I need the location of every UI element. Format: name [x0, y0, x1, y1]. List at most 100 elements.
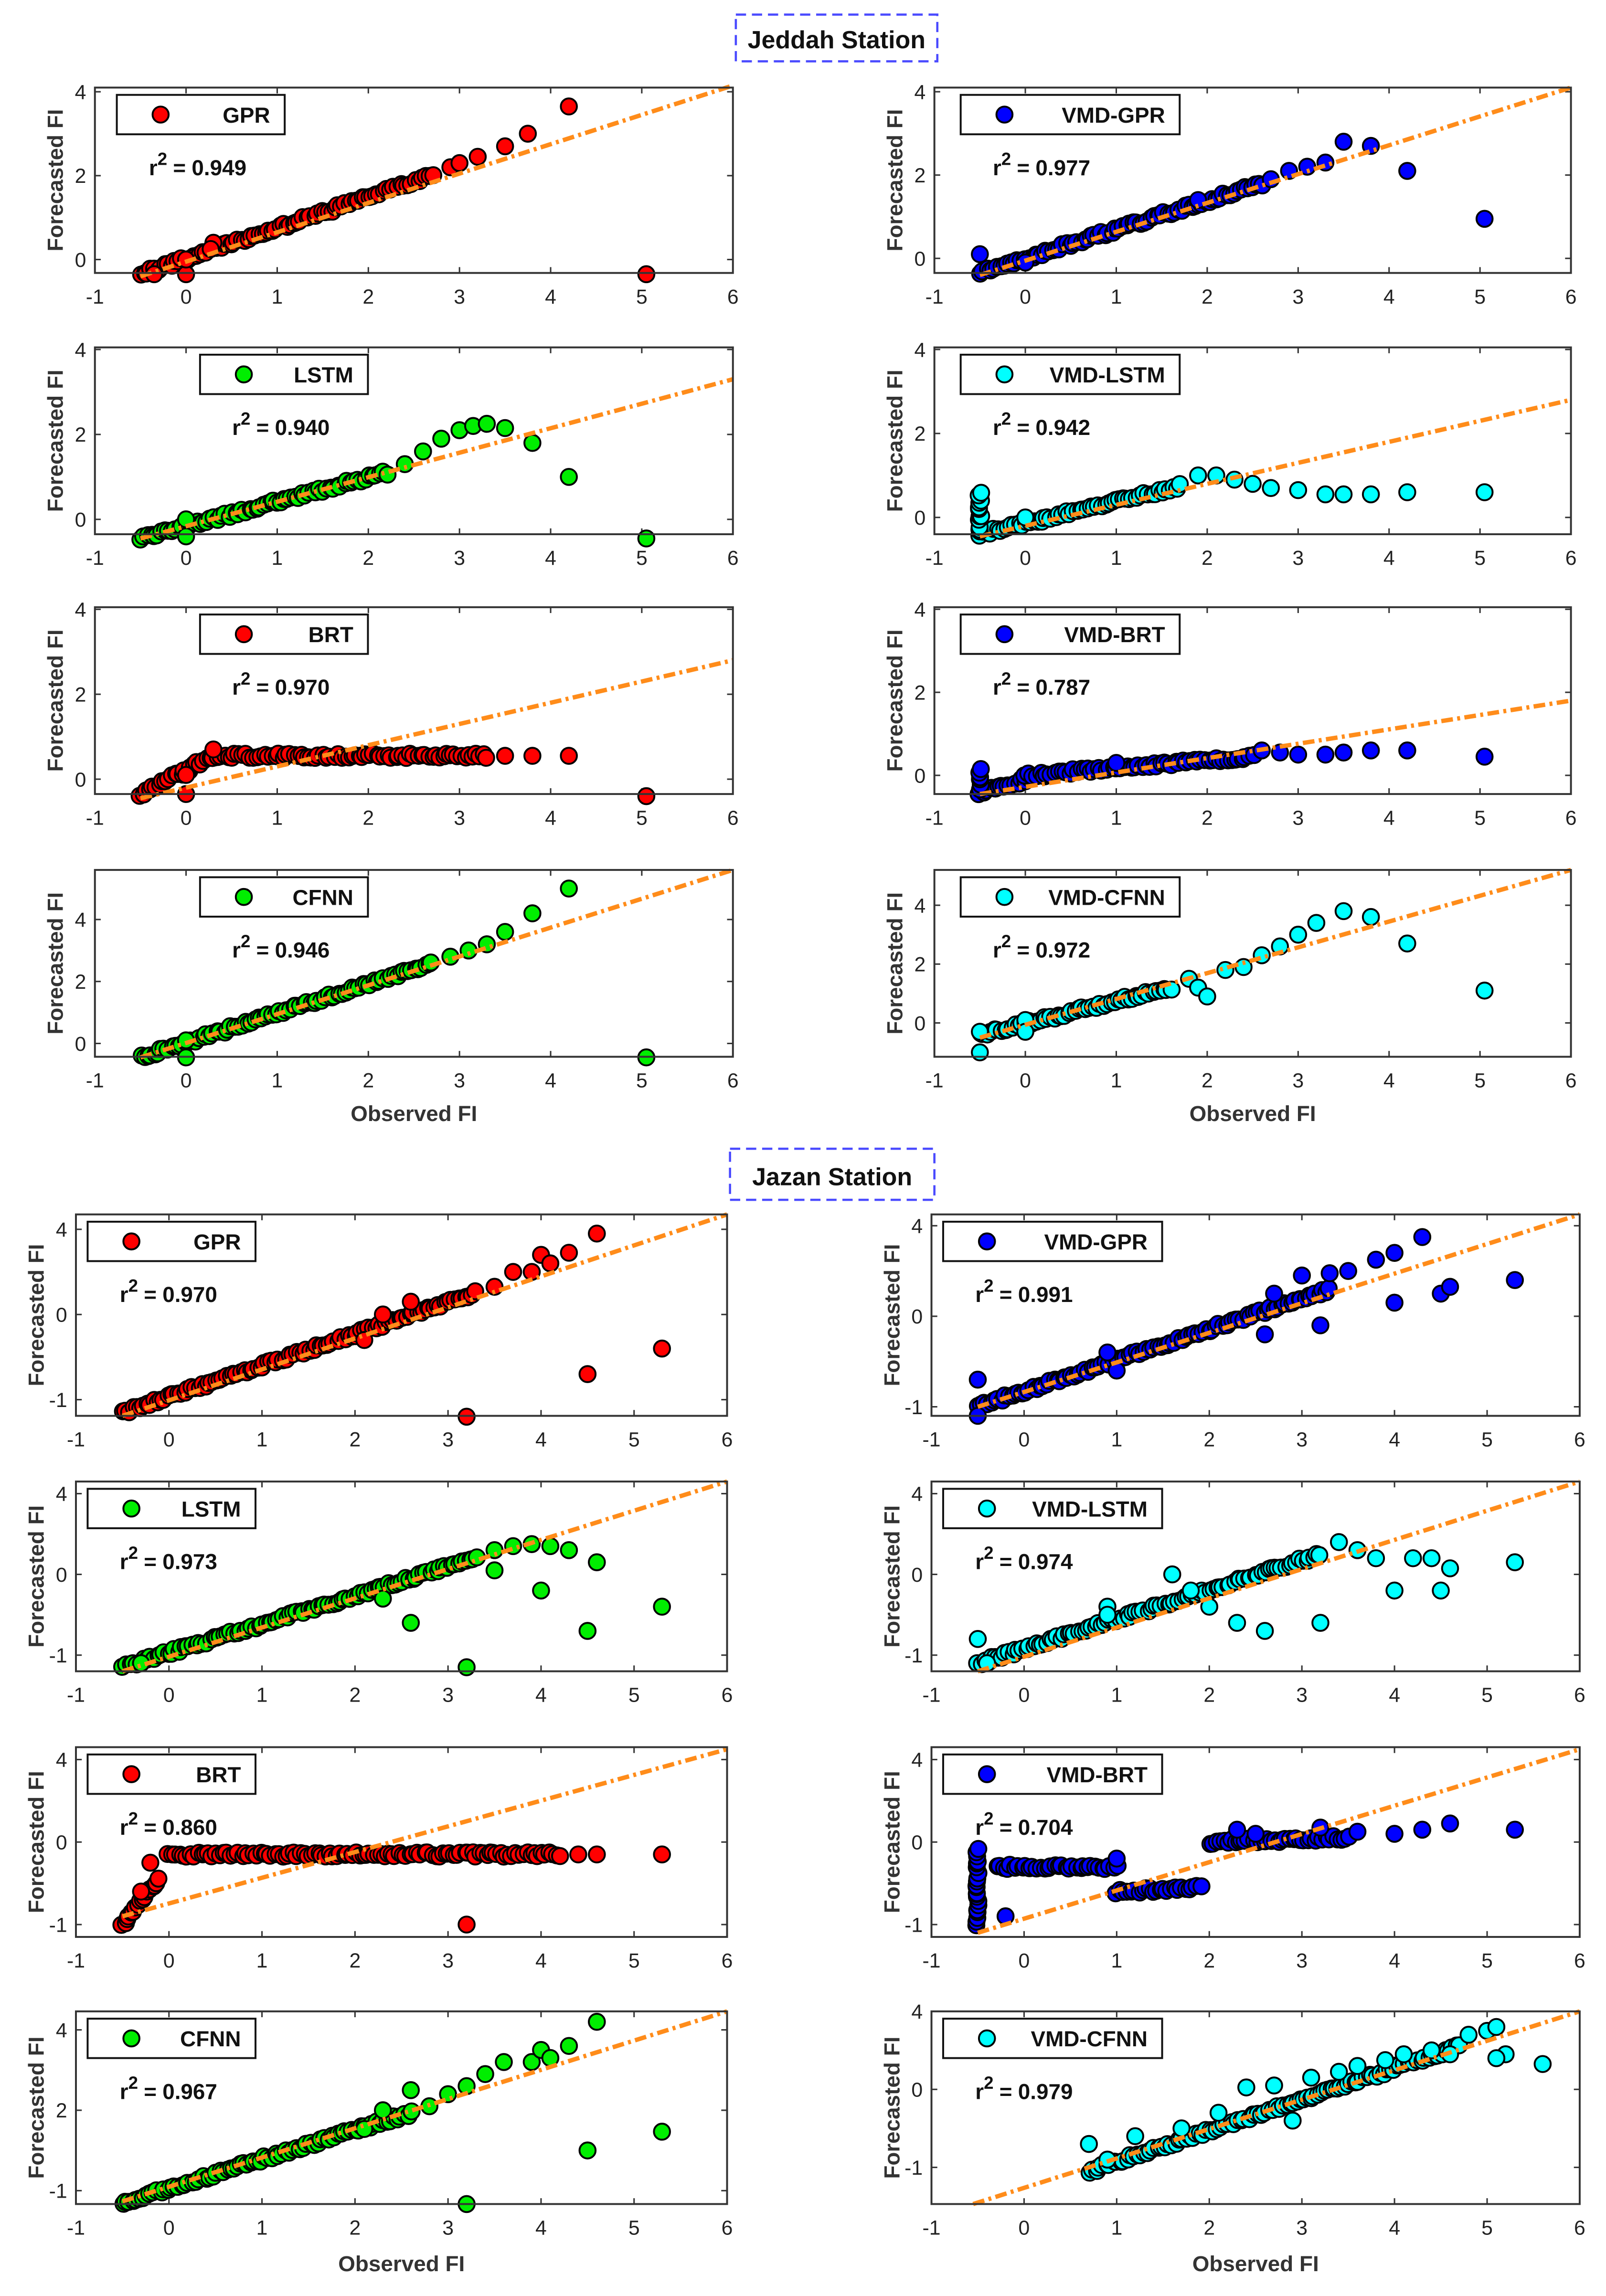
y-axis-label: Forecasted FI	[879, 1505, 904, 1648]
x-tick-label: 0	[163, 1949, 175, 1972]
x-tick-label: -1	[925, 547, 944, 570]
x-tick-label: 5	[628, 1684, 640, 1707]
legend: BRT	[199, 614, 369, 655]
y-tick-label: 0	[56, 1303, 67, 1326]
r2-equals: =	[1017, 155, 1030, 180]
x-tick-label: 2	[1202, 806, 1213, 829]
r2-symbol: r	[232, 675, 241, 699]
data-point	[541, 1254, 560, 1272]
data-point	[1459, 2026, 1478, 2044]
data-point	[541, 1537, 560, 1555]
legend-box	[86, 1753, 257, 1795]
x-tick-label: 5	[636, 547, 648, 570]
r2-exponent: 2	[1001, 409, 1011, 429]
legend-marker-icon	[995, 888, 1014, 906]
x-tick-label: 4	[1389, 1428, 1400, 1451]
x-tick-label: 1	[272, 1069, 283, 1092]
fit-line	[979, 398, 1572, 539]
x-tick-label: 3	[442, 1428, 454, 1451]
data-point	[1192, 1877, 1211, 1895]
legend: GPR	[116, 94, 286, 136]
x-axis-label: Observed FI	[1190, 1101, 1316, 1126]
x-tick-label: 6	[727, 286, 739, 308]
r2-annotation: r2 = 0.979	[975, 2073, 1073, 2104]
r2-exponent: 2	[1001, 149, 1011, 169]
y-tick-label: -1	[904, 1396, 923, 1419]
r2-value: 0.974	[1018, 1549, 1073, 1574]
data-point	[1098, 1606, 1117, 1624]
x-tick-label: 6	[722, 2217, 733, 2240]
data-point	[141, 1853, 160, 1872]
legend-marker-icon	[122, 1232, 140, 1250]
fit-line	[122, 1747, 728, 1919]
data-point	[1262, 479, 1280, 497]
y-tick-label: -1	[49, 1389, 67, 1412]
y-tick-label: 4	[911, 1749, 923, 1772]
x-tick-label: 1	[1111, 806, 1122, 829]
x-tick-label: 0	[1020, 1069, 1031, 1092]
data-point	[1302, 2068, 1320, 2087]
legend: VMD-LSTM	[959, 353, 1181, 395]
data-point	[177, 766, 195, 784]
x-tick-label: 4	[1389, 1684, 1400, 1707]
r2-exponent: 2	[241, 669, 250, 688]
y-tick-label: 0	[75, 768, 86, 791]
y-tick-label: -1	[49, 1644, 67, 1667]
r2-value: 0.979	[1018, 2079, 1073, 2104]
data-point	[1316, 485, 1335, 504]
data-point	[1367, 1549, 1385, 1567]
y-axis-label: Forecasted FI	[882, 629, 907, 772]
data-point	[1487, 2018, 1506, 2036]
data-point	[374, 1589, 392, 1608]
fit-line	[140, 658, 734, 801]
r2-annotation: r2 = 0.967	[120, 2073, 217, 2104]
data-point	[1506, 1271, 1524, 1289]
x-tick-label: 2	[1202, 286, 1213, 308]
axes-box	[930, 1213, 1581, 1417]
data-point	[1126, 2127, 1144, 2146]
x-tick-label: 3	[1296, 2217, 1308, 2240]
x-tick-label: 6	[1574, 2217, 1585, 2240]
x-tick-label: 1	[1111, 286, 1122, 308]
station-title-text: Jeddah Station	[748, 26, 926, 54]
r2-annotation: r2 = 0.972	[993, 931, 1090, 962]
r2-annotation: r2 = 0.970	[232, 669, 330, 699]
data-point	[402, 1292, 420, 1311]
r2-symbol: r	[993, 155, 1001, 180]
y-axis-label: Forecasted FI	[43, 370, 67, 512]
data-point	[1307, 914, 1326, 932]
r2-equals: =	[1017, 675, 1030, 699]
axes-box	[930, 2010, 1581, 2205]
data-point	[560, 468, 578, 486]
axes-box	[75, 1481, 728, 1672]
data-point	[968, 1370, 987, 1389]
legend-box	[86, 1220, 257, 1262]
x-tick-label: 3	[442, 1949, 454, 1972]
y-tick-label: 0	[75, 1033, 86, 1056]
y-tick-label: -1	[49, 2180, 67, 2203]
x-tick-label: -1	[86, 806, 104, 829]
axes-box	[94, 346, 734, 535]
x-tick-label: 0	[1019, 1949, 1030, 1972]
y-axis-label: Forecasted FI	[43, 109, 67, 252]
x-tick-label: 5	[636, 286, 648, 308]
r2-symbol: r	[232, 415, 241, 440]
x-tick-label: 0	[181, 286, 192, 308]
data-point	[1361, 908, 1380, 926]
data-point	[519, 125, 537, 143]
data-point	[402, 1614, 420, 1632]
r2-exponent: 2	[1001, 669, 1011, 688]
data-point	[523, 904, 542, 922]
x-tick-label: 2	[1203, 2217, 1215, 2240]
data-point	[1289, 481, 1308, 499]
axes-box	[94, 86, 734, 274]
data-point	[457, 1915, 476, 1934]
data-point	[969, 1840, 988, 1858]
fit-line	[979, 85, 1572, 277]
data-point	[1413, 1820, 1432, 1839]
legend-marker-icon	[234, 888, 253, 906]
x-tick-label: 5	[1481, 1949, 1493, 1972]
